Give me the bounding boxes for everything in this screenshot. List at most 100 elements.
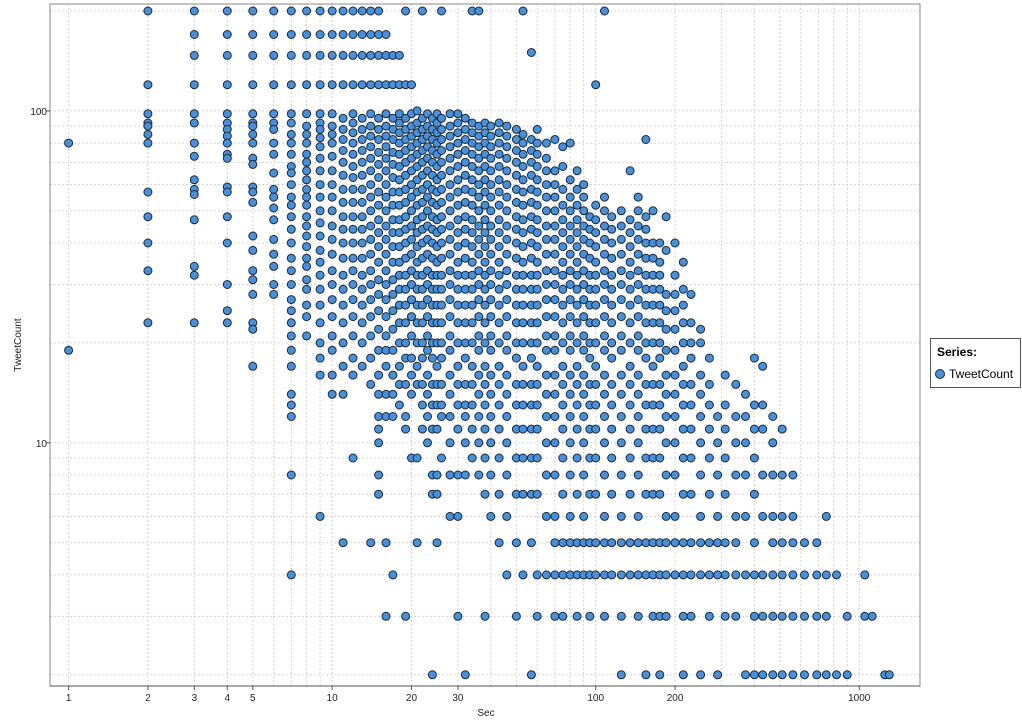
data-point — [445, 266, 455, 276]
data-point — [670, 538, 680, 548]
data-point — [565, 138, 575, 148]
data-point — [467, 424, 477, 434]
data-point — [381, 295, 391, 305]
data-point — [302, 166, 312, 176]
data-point — [607, 538, 617, 548]
data-point — [348, 295, 358, 305]
data-point — [607, 300, 617, 310]
data-point — [661, 245, 671, 255]
data-point — [222, 80, 232, 90]
data-point — [189, 30, 199, 39]
data-point — [143, 121, 153, 131]
data-point — [558, 379, 568, 389]
data-point — [486, 192, 496, 202]
data-point — [189, 138, 199, 148]
data-point — [467, 284, 477, 294]
data-point — [532, 453, 542, 463]
data-point — [453, 228, 463, 238]
data-point — [526, 353, 536, 363]
data-point — [661, 345, 671, 355]
data-point — [394, 162, 404, 171]
data-point — [302, 221, 312, 231]
data-point — [550, 234, 560, 244]
data-point — [821, 670, 831, 680]
data-point — [453, 257, 463, 267]
data-point — [394, 109, 404, 119]
data-point — [327, 221, 337, 231]
data-point — [731, 511, 741, 521]
data-point — [670, 289, 680, 299]
data-point — [302, 50, 312, 60]
data-point — [64, 138, 74, 148]
data-point — [502, 249, 512, 259]
data-point — [511, 170, 521, 180]
data-point — [327, 6, 337, 16]
data-point — [572, 270, 582, 280]
data-point — [777, 570, 787, 580]
data-point — [189, 151, 199, 161]
data-point — [541, 438, 551, 448]
data-point — [338, 238, 348, 248]
data-point — [502, 121, 512, 131]
data-point — [579, 370, 589, 380]
data-point — [641, 135, 651, 144]
data-point — [453, 424, 463, 434]
data-point — [494, 379, 504, 389]
data-point — [532, 228, 542, 238]
data-point — [269, 168, 279, 178]
data-point — [474, 312, 484, 322]
data-point — [423, 206, 432, 216]
data-point — [541, 249, 551, 259]
data-point — [437, 300, 446, 310]
data-point — [494, 361, 504, 371]
data-point — [480, 215, 490, 225]
data-point — [648, 361, 658, 371]
data-point — [248, 30, 258, 39]
data-point — [600, 312, 609, 322]
data-point — [327, 331, 337, 341]
data-point — [374, 275, 384, 285]
data-point — [302, 30, 312, 39]
data-point — [327, 370, 337, 380]
data-point — [600, 611, 609, 621]
data-point — [445, 109, 455, 119]
data-point — [758, 470, 768, 480]
data-point — [518, 300, 528, 310]
x-tick-label: 4 — [224, 693, 230, 704]
data-point — [670, 324, 680, 334]
data-point — [616, 331, 626, 341]
data-point — [607, 400, 617, 410]
data-point — [357, 270, 367, 280]
data-point — [565, 266, 575, 276]
data-point — [607, 318, 617, 328]
data-point — [731, 470, 741, 480]
x-axis-ticks: 1 2 3 4 5 10 20 30 100 200 1000 — [66, 686, 871, 704]
data-point — [453, 318, 463, 328]
data-point — [550, 511, 560, 521]
data-point — [502, 153, 512, 163]
y-tick-label: 10 — [36, 439, 48, 450]
data-point — [486, 121, 496, 131]
data-point — [550, 266, 560, 276]
data-point — [394, 400, 404, 410]
x-tick-label: 100 — [587, 693, 604, 704]
data-point — [437, 412, 446, 421]
data-point — [286, 389, 296, 399]
data-point — [511, 353, 521, 363]
data-point — [480, 242, 490, 252]
data-point — [327, 166, 337, 176]
data-point — [189, 261, 199, 271]
data-point — [494, 424, 504, 434]
data-point — [565, 331, 575, 341]
data-point — [315, 6, 325, 16]
data-point — [286, 80, 296, 90]
data-point — [749, 489, 759, 499]
data-point — [338, 170, 348, 180]
data-point — [348, 253, 358, 263]
data-point — [269, 261, 279, 271]
data-point — [366, 6, 376, 16]
data-point — [532, 187, 542, 197]
data-point — [758, 611, 768, 621]
data-point — [678, 489, 688, 499]
data-point — [494, 138, 504, 148]
